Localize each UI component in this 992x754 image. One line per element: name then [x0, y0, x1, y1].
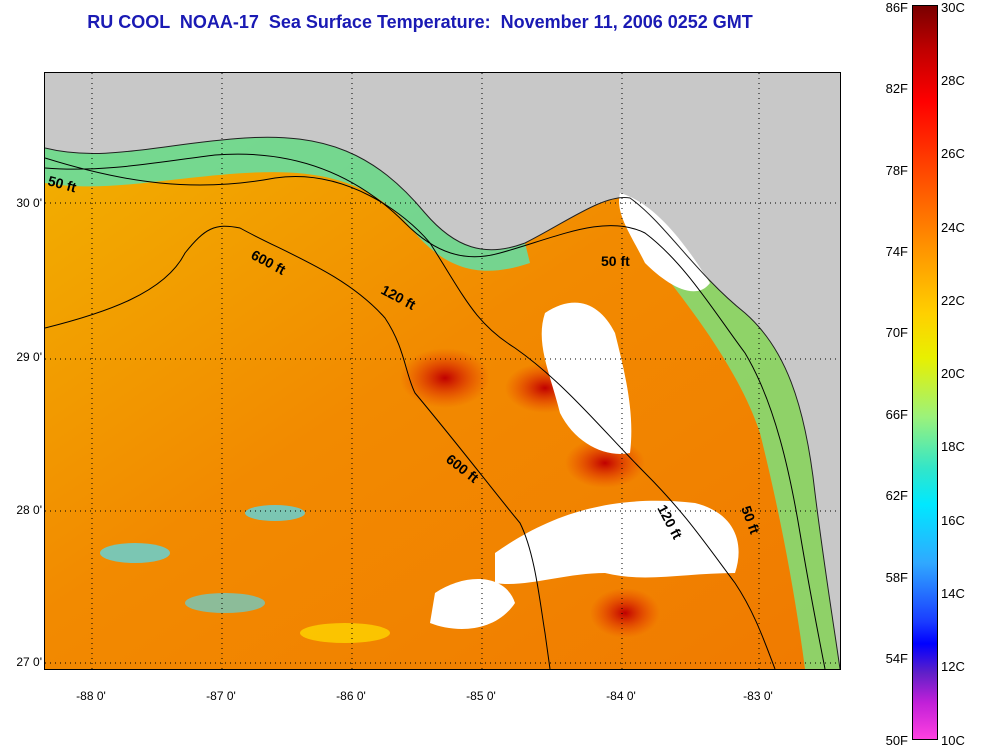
- contour-50ft: [45, 153, 826, 669]
- cool-patch: [245, 505, 305, 521]
- lon-label: -85 0': [466, 689, 496, 703]
- colorbar-c-label: 18C: [941, 439, 965, 454]
- colorbar-c-label: 24C: [941, 220, 965, 235]
- temperature-colorbar: [912, 5, 938, 740]
- map-title: RU COOL NOAA-17 Sea Surface Temperature:…: [87, 12, 753, 32]
- colorbar-f-label: 82F: [885, 81, 908, 96]
- lat-label: 27 0': [16, 655, 42, 669]
- lon-label: -88 0': [76, 689, 106, 703]
- cloud-mask: [495, 500, 739, 585]
- colorbar-c-label: 30C: [941, 0, 965, 15]
- coastline: [45, 136, 840, 669]
- warm-patch: [590, 588, 660, 638]
- contour-120ft: [45, 157, 776, 669]
- colorbar-c-label: 28C: [941, 73, 965, 88]
- sst-map: 50 ft 600 ft 120 ft 50 ft 600 ft 120 ft …: [44, 72, 841, 670]
- cool-patch: [100, 543, 170, 563]
- depth-label-50ft-west: 50 ft: [46, 172, 78, 195]
- lon-label: -86 0': [336, 689, 366, 703]
- colorbar-f-label: 74F: [885, 244, 908, 259]
- colorbar-f-label: 78F: [885, 163, 908, 178]
- lat-label: 30 0': [16, 196, 42, 210]
- colorbar-f-label: 58F: [885, 570, 908, 585]
- warm-patch: [400, 348, 490, 408]
- lat-label: 28 0': [16, 503, 42, 517]
- colorbar-f-label: 66F: [885, 407, 908, 422]
- contour-600ft-west: [45, 225, 551, 669]
- cool-patch: [185, 593, 265, 613]
- colorbar-c-label: 10C: [941, 733, 965, 748]
- lon-label: -87 0': [206, 689, 236, 703]
- colorbar-f-label: 50F: [885, 733, 908, 748]
- colorbar-f-label: 86F: [885, 0, 908, 15]
- cloud-mask: [619, 193, 710, 292]
- colorbar-c-label: 26C: [941, 146, 965, 161]
- colorbar-c-label: 22C: [941, 293, 965, 308]
- lon-label: -83 0': [743, 689, 773, 703]
- sst-map-canvas: 50 ft 600 ft 120 ft 50 ft 600 ft 120 ft …: [45, 73, 840, 669]
- nearshore-cool-band: [45, 137, 530, 271]
- colorbar-f-label: 54F: [885, 651, 908, 666]
- lat-label: 29 0': [16, 350, 42, 364]
- colorbar-c-label: 16C: [941, 513, 965, 528]
- colorbar-c-label: 12C: [941, 659, 965, 674]
- colorbar-c-label: 14C: [941, 586, 965, 601]
- colorbar-f-label: 62F: [885, 488, 908, 503]
- cool-patch: [300, 623, 390, 643]
- colorbar-f-label: 70F: [885, 325, 908, 340]
- colorbar-c-label: 20C: [941, 366, 965, 381]
- east-coast-cool-band: [630, 198, 840, 669]
- depth-label-50ft-north: 50 ft: [601, 253, 630, 269]
- cloud-mask: [430, 579, 515, 629]
- cloud-mask: [541, 302, 632, 454]
- lon-label: -84 0': [606, 689, 636, 703]
